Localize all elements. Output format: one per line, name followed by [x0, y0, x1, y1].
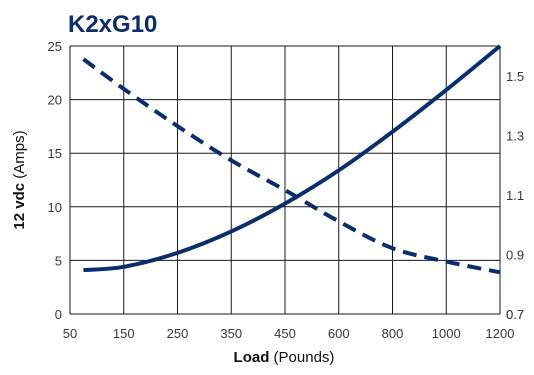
x-tick-label: 800	[382, 326, 404, 341]
x-tick-label: 350	[220, 326, 242, 341]
x-tick-label: 1000	[432, 326, 461, 341]
x-tick-label: 1200	[486, 326, 515, 341]
y-left-tick-label: 15	[48, 146, 62, 161]
y-right-tick-labels: 0.70.91.11.31.50.7	[506, 69, 524, 322]
x-tick-labels: 50 150 250 350 450 600 800 1000 1200	[63, 326, 515, 341]
x-tick-label: 50	[63, 326, 77, 341]
y-axis-label-normal: (Amps)	[11, 130, 28, 183]
y-right-tick-label: 1.3	[506, 128, 524, 143]
y-right-tick-label: 0.9	[506, 247, 524, 262]
dashed-series-line	[82, 57, 501, 275]
y-left-tick-label: 0	[55, 307, 62, 322]
grid	[69, 45, 501, 315]
x-axis-label: Load (Pounds)	[234, 349, 335, 366]
y-right-tick-label: 0.7	[506, 307, 524, 322]
series-layer	[82, 44, 502, 275]
solid-series-line	[83, 44, 502, 273]
x-tick-label: 600	[328, 326, 350, 341]
y-right-tick-label: 0.7	[506, 307, 524, 322]
y-left-tick-label: 5	[55, 253, 62, 268]
x-tick-label: 150	[113, 326, 135, 341]
y-right-tick-label: 1.1	[506, 188, 524, 203]
y-left-tick-label: 10	[48, 200, 62, 215]
x-axis-label-normal: (Pounds)	[269, 349, 334, 366]
x-tick-label: 250	[167, 326, 189, 341]
y-axis-label: 12 vdc (Amps)	[11, 130, 28, 229]
y-left-tick-label: 25	[48, 39, 62, 54]
chart-title: K2xG10	[68, 11, 157, 38]
y-left-tick-label: 20	[48, 93, 62, 108]
y-left-tick-labels: 0 5 10 15 20 25	[48, 39, 62, 322]
y-axis-label-bold: 12 vdc	[11, 183, 28, 230]
x-tick-label: 450	[274, 326, 296, 341]
x-axis-label-bold: Load	[234, 349, 270, 366]
y-right-tick-label: 1.5	[506, 69, 524, 84]
